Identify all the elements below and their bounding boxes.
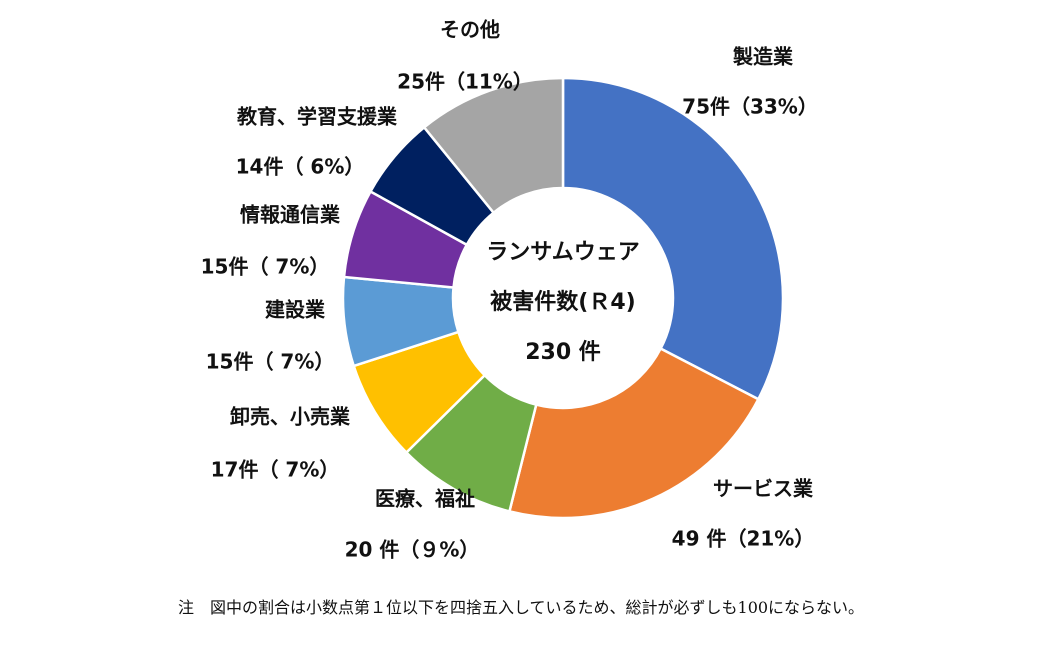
footnote: 注 図中の割合は小数点第１位以下を四捨五入しているため、総計が必ずしも100にな…	[178, 598, 865, 617]
slice-value-label: 15件（ 7%）	[200, 254, 330, 279]
slice-name-label: 情報通信業	[240, 202, 340, 227]
slice-name-label: 卸売、小売業	[230, 404, 350, 429]
center-title-line1: ランサムウェア	[486, 240, 640, 265]
slice-value-label: 75件（33%）	[682, 94, 818, 119]
slice-1	[507, 346, 761, 520]
slice-0	[561, 76, 785, 401]
slice-name-label: 建設業	[265, 297, 325, 322]
slice-name-label: その他	[440, 17, 500, 42]
slice-value-label: 14件（ 6%）	[235, 154, 365, 179]
center-total: 230 件	[525, 340, 601, 365]
center-title-line2: 被害件数(Ｒ4)	[490, 290, 636, 315]
slice-name-label: 教育、学習支援業	[237, 104, 397, 129]
slice-name-label: 医療、福祉	[375, 486, 475, 511]
slice-value-label: 49 件（21%）	[671, 526, 815, 551]
slice-name-label: 製造業	[733, 44, 793, 69]
slice-value-label: 17件（ 7%）	[210, 457, 340, 482]
slice-name-label: サービス業	[713, 476, 813, 501]
slice-value-label: 15件（ 7%）	[205, 349, 335, 374]
slice-7	[422, 76, 565, 215]
slice-value-label: 20 件（９%）	[344, 537, 480, 562]
slice-value-label: 25件（11%）	[397, 69, 533, 94]
